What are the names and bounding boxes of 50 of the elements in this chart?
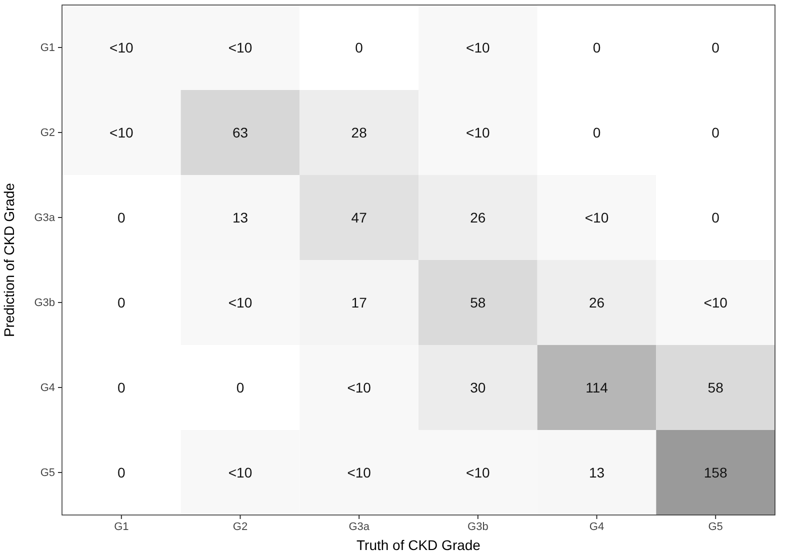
text: <10 (228, 40, 252, 56)
x-tick-label: G2 (232, 520, 248, 533)
text: <10 (704, 294, 728, 310)
data-label: 0 (118, 380, 126, 396)
data-label: 0 (118, 294, 126, 310)
data-label: 30 (470, 380, 486, 396)
data-label: 47 (351, 210, 368, 226)
y-tick-label: G1 (40, 42, 55, 54)
data-label: 26 (470, 210, 486, 226)
data-label: 63 (232, 124, 248, 140)
y-tick-label: G4 (40, 382, 55, 394)
text: <10 (584, 210, 609, 226)
data-label: 0 (592, 40, 601, 56)
text: <10 (228, 464, 252, 480)
x-axis-title: Truth of CKD Grade (356, 537, 481, 553)
x-tick-label: G1 (114, 520, 129, 533)
data-label: 58 (708, 380, 724, 396)
x-tick-label: G4 (589, 520, 604, 533)
data-label: 114 (586, 380, 608, 396)
y-tick-label: G5 (40, 467, 55, 480)
y-tick-label: G2 (40, 127, 55, 140)
y-axis-title: Prediction of CKD Grade (1, 182, 17, 338)
y-tick-label: G3b (34, 297, 55, 310)
data-label: 58 (470, 294, 486, 310)
data-label: 0 (355, 40, 364, 56)
data-label: 13 (588, 464, 605, 480)
data-label: 0 (712, 210, 720, 226)
data-label: 0 (712, 40, 720, 56)
text: <10 (110, 40, 134, 56)
data-label: 0 (592, 124, 601, 140)
text: <10 (466, 464, 490, 480)
data-label: 0 (712, 124, 720, 140)
x-tick-label: G3a (348, 520, 370, 533)
text: <10 (110, 124, 134, 140)
text: <10 (347, 464, 371, 480)
data-label: 0 (236, 380, 244, 396)
data-label: 0 (118, 464, 126, 480)
x-tick-label: G3b (468, 520, 488, 533)
text: <10 (347, 380, 371, 396)
y-tick-label: G3a (34, 212, 56, 224)
text: <10 (228, 294, 252, 310)
data-label: 0 (118, 210, 126, 226)
text: <10 (466, 40, 490, 56)
text: <10 (466, 124, 490, 140)
data-label: 28 (351, 124, 368, 140)
data-label: 158 (704, 464, 728, 480)
data-label: 26 (588, 294, 605, 310)
data-label: 17 (351, 294, 368, 310)
data-label: 13 (232, 210, 248, 226)
x-tick-label: G5 (708, 520, 723, 533)
